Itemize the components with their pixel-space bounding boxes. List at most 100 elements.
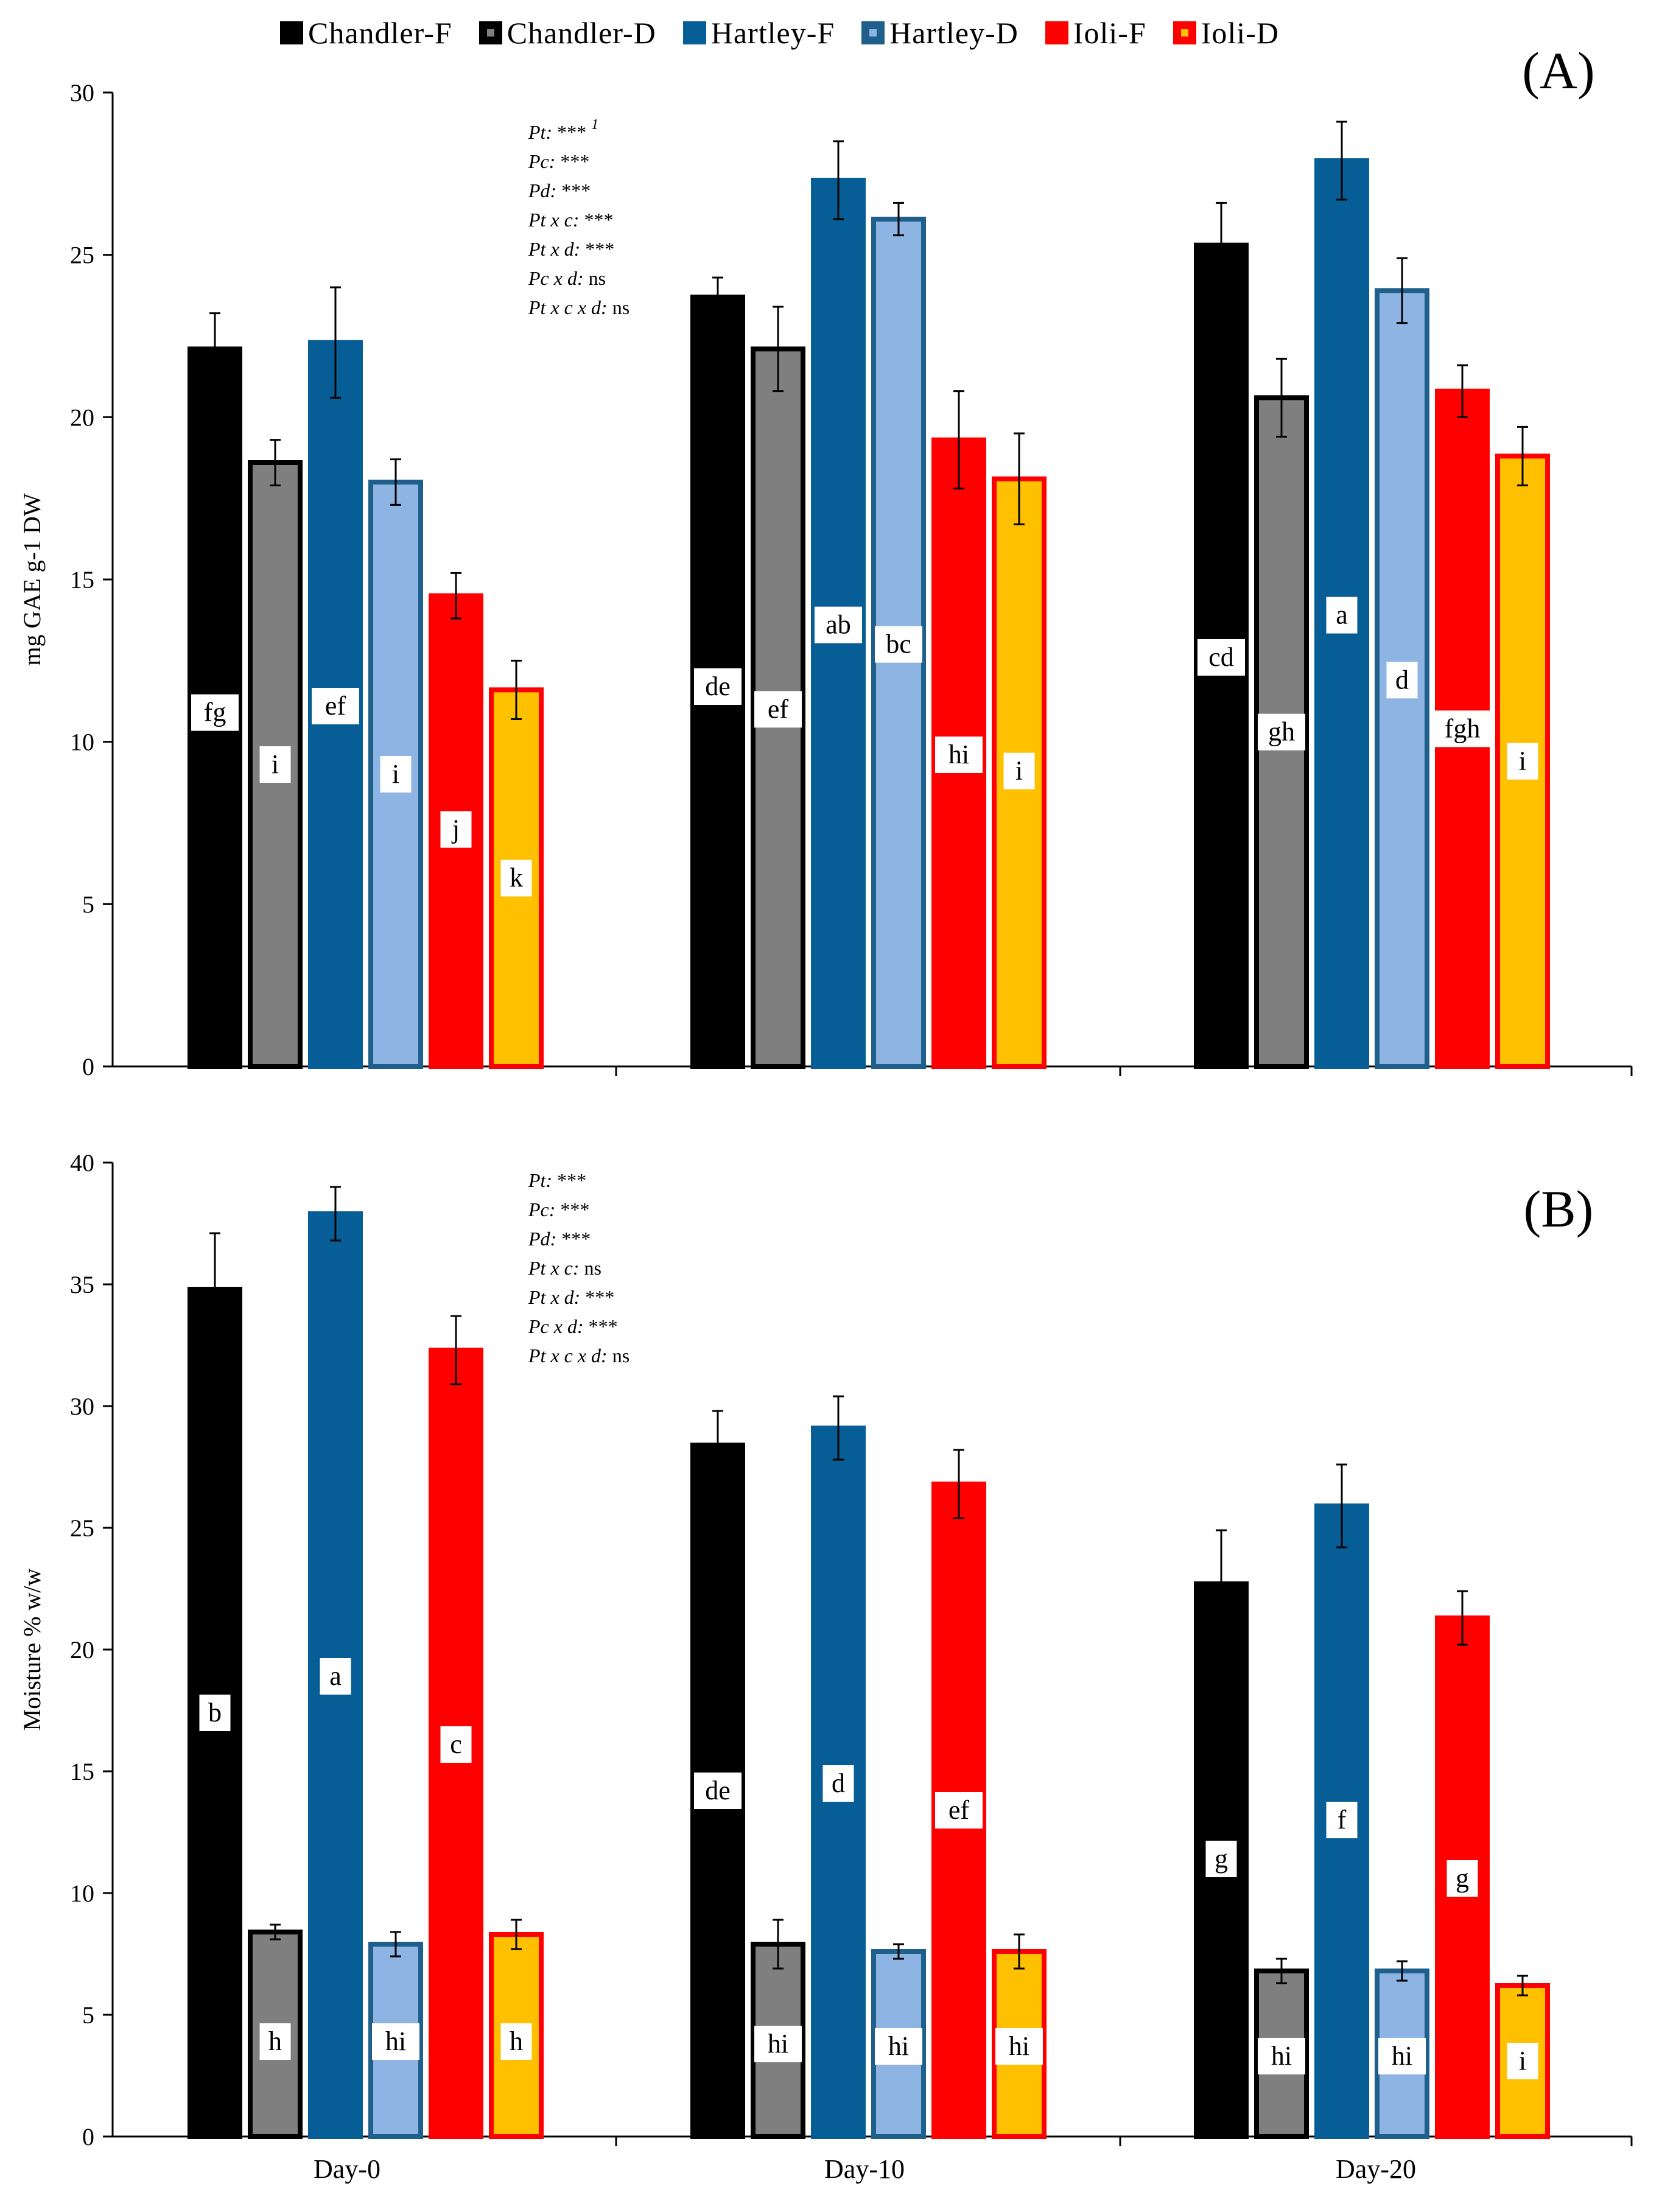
legend-item-hartley-d: Hartley-D: [861, 15, 1019, 51]
y-tick-label: 40: [70, 1149, 94, 1177]
stats-value: ns: [589, 267, 606, 289]
legend-swatch: [479, 21, 502, 44]
x-tick-label: Day-10: [824, 2154, 905, 2184]
significance-letter-box: [1205, 1841, 1237, 1877]
stats-line: Pc x d: ns: [528, 267, 606, 289]
legend-label: Ioli-D: [1201, 16, 1279, 50]
legend-label: Chandler-D: [507, 16, 656, 50]
x-tick-label: Day-20: [1336, 2154, 1416, 2184]
significance-letter: i: [1015, 756, 1023, 786]
significance-letter: fg: [204, 698, 226, 727]
y-tick-label: 15: [70, 566, 94, 593]
stats-line: Pd: ***: [528, 180, 591, 201]
stats-value: ***: [585, 1286, 614, 1308]
significance-letter: ef: [948, 1795, 970, 1825]
significance-letter: fgh: [1445, 713, 1481, 743]
significance-letter-box: [875, 626, 922, 663]
panel-label: (A): [1522, 41, 1594, 100]
legend-swatch: [1045, 21, 1068, 44]
significance-letter-box: [935, 737, 983, 773]
y-tick-label: 0: [82, 1053, 94, 1080]
legend: Chandler-F Chandler-D Hartley-F Hartley-…: [280, 9, 1306, 57]
significance-letter: ab: [826, 610, 851, 640]
stats-value: ns: [612, 296, 629, 318]
significance-letter: b: [208, 1698, 222, 1727]
stats-line: Pc: ***: [528, 150, 589, 172]
significance-letter: j: [451, 814, 460, 844]
y-tick-label: 30: [70, 1393, 94, 1420]
significance-letter-box: [1258, 2038, 1305, 2074]
significance-letter-box: [372, 2023, 419, 2060]
stats-line: Pt x c x d: ns: [528, 1345, 629, 1367]
stats-term: Pt x d:: [528, 238, 585, 260]
stats-term: Pd:: [528, 180, 561, 201]
stats-line: Pt x c x d: ns: [528, 296, 629, 318]
significance-letter: i: [272, 749, 279, 779]
stats-line: Pt x c: ***: [528, 209, 614, 231]
stats-value: ***: [560, 1199, 589, 1220]
legend-swatch: [861, 21, 885, 44]
y-tick-label: 15: [70, 1758, 94, 1785]
significance-letter-box: [380, 756, 412, 793]
panel-label: (B): [1524, 1180, 1594, 1238]
significance-letter-box: [935, 1792, 983, 1829]
significance-letter: a: [1336, 600, 1348, 630]
stats-value: ***: [584, 209, 614, 231]
legend-swatch: [280, 21, 303, 44]
stats-line: Pt: ***: [528, 1169, 586, 1191]
y-tick-label: 20: [70, 404, 94, 431]
y-tick-label: 5: [82, 2001, 94, 2029]
y-tick-label: 5: [82, 891, 94, 918]
significance-letter: hi: [768, 2029, 788, 2059]
significance-letter-box: [694, 668, 742, 705]
significance-letter-box: [822, 1765, 854, 1802]
y-tick-label: 25: [70, 242, 94, 269]
significance-letter: de: [705, 1776, 731, 1805]
legend-label: Hartley-D: [889, 16, 1019, 50]
significance-letter: gh: [1268, 717, 1295, 747]
significance-letter-box: [1430, 710, 1495, 747]
significance-letter-box: [754, 2026, 802, 2062]
x-tick-label: Day-0: [314, 2154, 380, 2184]
y-tick-label: 20: [70, 1636, 94, 1664]
legend-item-ioli-d: Ioli-D: [1173, 15, 1279, 51]
significance-letter-box: [440, 1726, 472, 1763]
stats-term: Pt x c:: [528, 1257, 584, 1279]
significance-letter: hi: [385, 2026, 406, 2056]
significance-letter: hi: [888, 2031, 909, 2061]
significance-letter-box: [259, 746, 291, 783]
legend-label: Hartley-F: [710, 16, 835, 50]
stats-value: ns: [584, 1257, 601, 1279]
stats-line: Pc x d: ***: [528, 1315, 618, 1337]
significance-letter: c: [450, 1729, 462, 1759]
significance-letter-box: [1326, 1802, 1358, 1838]
legend-item-chandler-d: Chandler-D: [479, 15, 656, 51]
stats-value: ***: [561, 180, 591, 201]
panel-a: 0 5 10 15 20 25 30 mg GAE g-1 DW (A) fg de cd i ef gh e…: [18, 41, 1633, 1080]
significance-letter: i: [392, 759, 399, 789]
significance-letter-box: [320, 1658, 351, 1695]
significance-letter-box: [1378, 2038, 1426, 2074]
y-axis-label: mg GAE g-1 DW: [18, 493, 46, 666]
stats-value: ***: [585, 238, 614, 260]
stats-term: Pt x d:: [528, 1286, 585, 1308]
significance-letter: i: [1519, 746, 1526, 776]
significance-letter-box: [259, 2023, 291, 2060]
legend-label: Ioli-F: [1073, 16, 1146, 50]
y-tick-label: 0: [82, 2123, 94, 2151]
significance-letter: hi: [1271, 2041, 1292, 2071]
legend-item-chandler-f: Chandler-F: [280, 15, 452, 51]
stats-line: Pt x c: ns: [528, 1257, 601, 1279]
stats-value: ***: [557, 1169, 586, 1191]
stats-line: Pd: ***: [528, 1228, 591, 1250]
significance-letter: h: [268, 2026, 282, 2056]
stats-line: Pt x d: ***: [528, 238, 614, 260]
significance-letter-box: [312, 688, 359, 724]
y-tick-label: 10: [70, 729, 94, 756]
stats-term: Pt x c x d:: [528, 296, 612, 318]
significance-letter: ef: [768, 694, 789, 724]
significance-letter: hi: [1392, 2041, 1412, 2071]
significance-letter: g: [1215, 1844, 1228, 1874]
significance-letter-box: [191, 694, 239, 731]
